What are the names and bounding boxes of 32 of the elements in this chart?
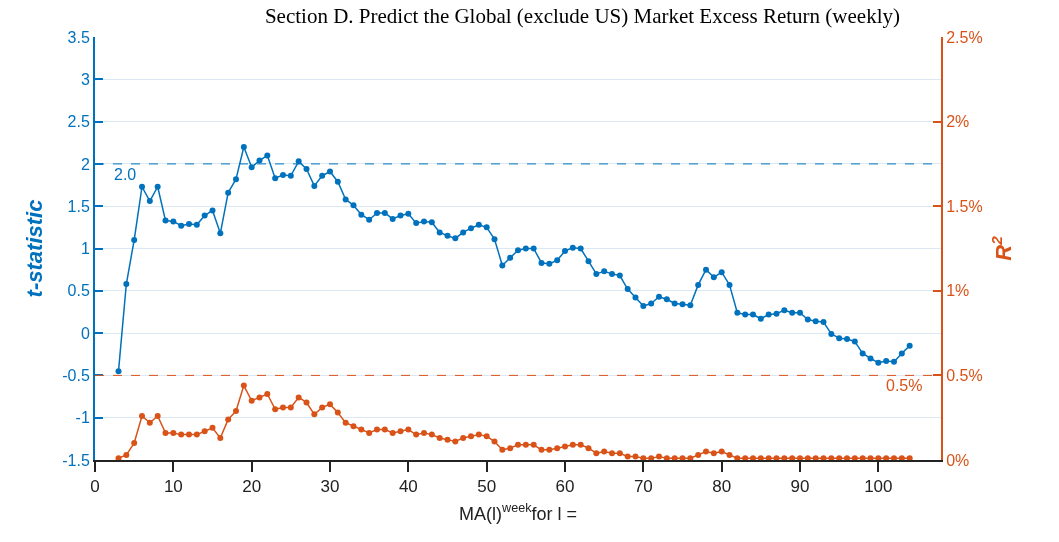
x-tick-label: 50 <box>477 477 497 497</box>
y-tick-label: -1 <box>75 409 90 427</box>
y2-tick-label: 0% <box>946 451 970 469</box>
y-tick-label: 2 <box>80 155 90 173</box>
y-tick-label: 0.5 <box>67 282 90 300</box>
x-tick-label: 60 <box>555 477 575 497</box>
x-tick-label: 10 <box>163 477 183 497</box>
x-tick-label: 100 <box>864 477 893 497</box>
y-tick-label: 0 <box>80 324 90 342</box>
x-tick-label: 80 <box>712 477 732 497</box>
y2-tick-label: 2% <box>946 113 970 131</box>
chart-title: Section D. Predict the Global (exclude US) Market Excess Return (weekly) <box>264 3 900 28</box>
y-tick-label: -1.5 <box>62 451 90 469</box>
x-tick-label: 70 <box>633 477 653 497</box>
y2-tick-label: 2.5% <box>946 28 983 46</box>
y-tick-label: -0.5 <box>62 367 90 384</box>
y-tick-label: 2.5 <box>67 113 90 131</box>
y-tick-label: 3 <box>80 70 90 88</box>
y2-tick-label: 1.5% <box>946 197 983 215</box>
y-tick-label: 3.5 <box>67 28 90 46</box>
y2-tick-label: 0.5% <box>946 367 983 384</box>
ref-line-label: 0.5% <box>886 377 923 394</box>
y-tick-label: 1.5 <box>67 197 90 215</box>
x-tick-label: 90 <box>790 477 810 497</box>
y-tick-label: 1 <box>80 240 90 258</box>
x-tick-label: 20 <box>242 477 262 497</box>
x-axis-title: MA(l)$^{week}$for l = <box>459 501 577 524</box>
y2-tick-label: 1% <box>946 282 970 300</box>
x-tick-label: 30 <box>320 477 340 497</box>
ref-line-label: 2.0 <box>114 166 137 183</box>
y-axis-title: t-statistic <box>21 199 47 298</box>
x-tick-label: 40 <box>398 477 418 497</box>
